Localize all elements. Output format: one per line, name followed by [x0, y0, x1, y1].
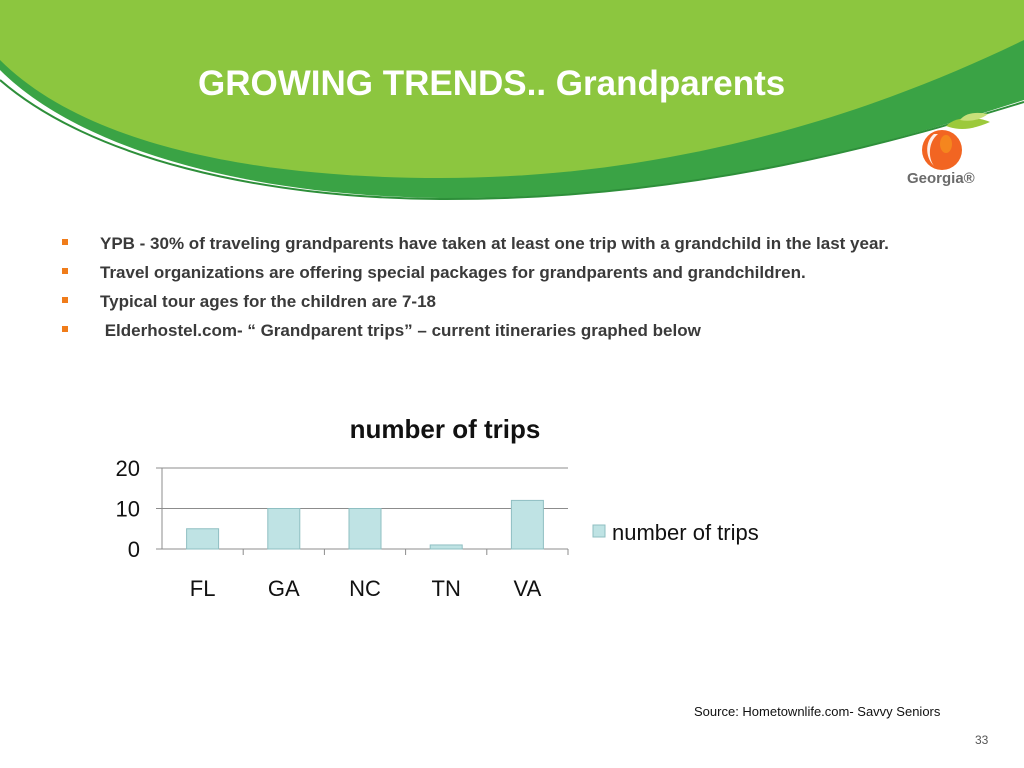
- trips-bar-chart: number of trips 0 10 20 FL GA NC TN VA number of …: [116, 414, 759, 601]
- bar: [186, 528, 220, 550]
- legend-label: number of trips: [612, 520, 759, 545]
- y-tick-label: 0: [128, 537, 140, 562]
- x-tick-label: TN: [432, 576, 461, 601]
- bullet-list: YPB - 30% of traveling grandparents have…: [62, 232, 962, 348]
- page-number: 33: [975, 733, 989, 747]
- bullet-square-icon: [62, 268, 68, 274]
- bullet-item: Typical tour ages for the children are 7…: [62, 290, 962, 313]
- x-tick-label: VA: [514, 576, 542, 601]
- bullet-item: Travel organizations are offering specia…: [62, 261, 962, 284]
- header-highlight-line: [0, 79, 1024, 201]
- header-light-band: [0, 0, 1024, 178]
- bar: [510, 499, 544, 550]
- bullet-text: Typical tour ages for the children are 7…: [100, 292, 437, 311]
- georgia-peach-logo-icon: [922, 112, 990, 170]
- bullet-text: Travel organizations are offering specia…: [100, 263, 806, 282]
- bullet-text: Elderhostel.com- “ Grandparent trips” – …: [100, 321, 701, 340]
- header-banner: [0, 0, 1024, 201]
- x-tick-label: GA: [268, 576, 300, 601]
- y-tick-label: 10: [116, 497, 140, 522]
- bullet-text: YPB - 30% of traveling grandparents have…: [100, 234, 889, 253]
- x-tick-label: FL: [190, 576, 216, 601]
- bar: [267, 508, 301, 550]
- bullet-item: Elderhostel.com- “ Grandparent trips” – …: [62, 319, 962, 342]
- source-citation: Source: Hometownlife.com- Savvy Seniors: [694, 704, 941, 719]
- bullet-square-icon: [62, 326, 68, 332]
- slide-title: GROWING TRENDS.. Grandparents: [198, 64, 786, 103]
- bullet-square-icon: [62, 297, 68, 303]
- bullet-square-icon: [62, 239, 68, 245]
- legend-swatch: [592, 524, 606, 538]
- x-tick-label: NC: [349, 576, 381, 601]
- bar: [429, 544, 463, 550]
- bullet-item: YPB - 30% of traveling grandparents have…: [62, 232, 962, 255]
- y-tick-label: 20: [116, 456, 140, 481]
- bar: [348, 508, 382, 550]
- georgia-logo-text: Georgia®: [907, 170, 975, 187]
- chart-title: number of trips: [350, 414, 541, 444]
